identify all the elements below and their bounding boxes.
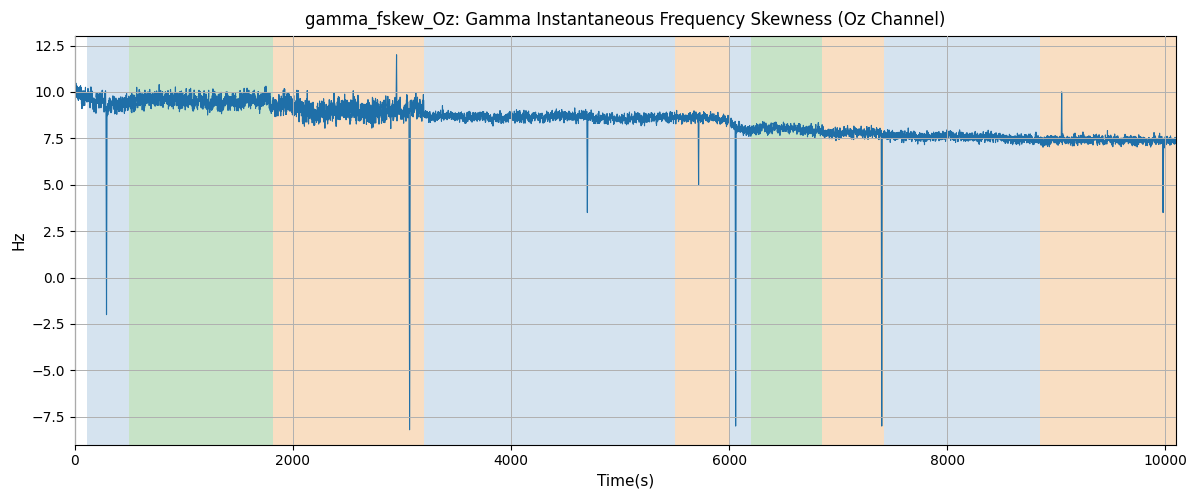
Bar [822, 36, 884, 445]
Bar [130, 36, 274, 445]
Bar [86, 36, 130, 445]
X-axis label: Time(s): Time(s) [596, 474, 654, 489]
Bar [674, 36, 730, 445]
Bar [274, 36, 424, 445]
Bar [730, 36, 751, 445]
Bar [884, 36, 1040, 445]
Bar [751, 36, 822, 445]
Y-axis label: Hz: Hz [11, 230, 26, 250]
Title: gamma_fskew_Oz: Gamma Instantaneous Frequency Skewness (Oz Channel): gamma_fskew_Oz: Gamma Instantaneous Freq… [305, 11, 946, 30]
Bar [424, 36, 674, 445]
Bar [1040, 36, 1176, 445]
